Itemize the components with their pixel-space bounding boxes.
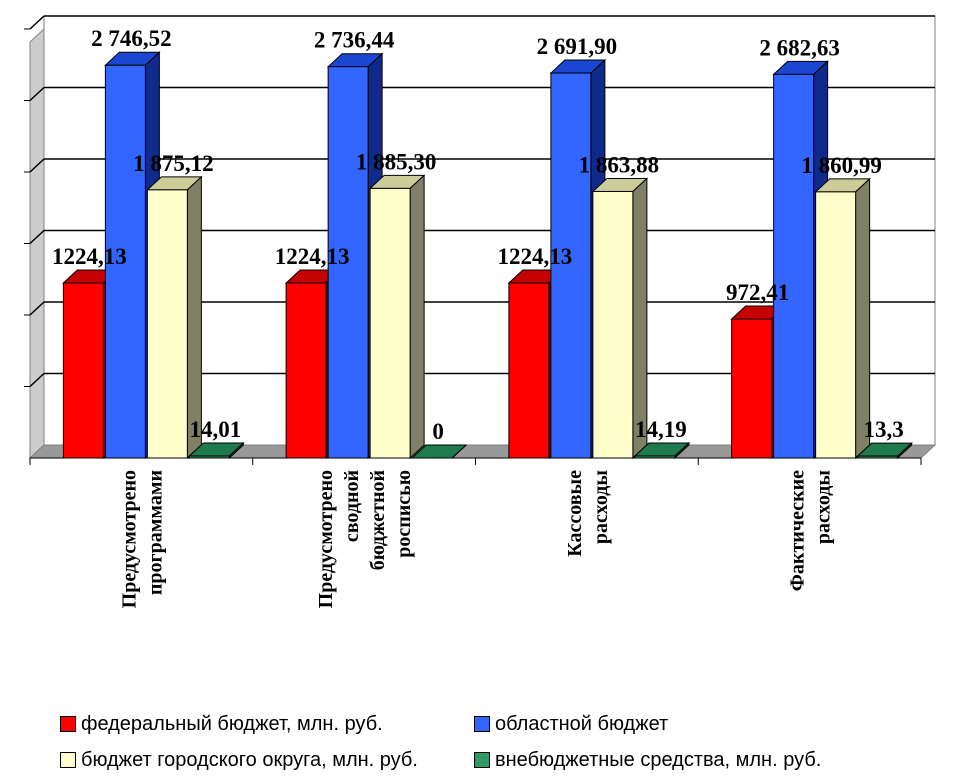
data-label-offbudget: 14,01 — [190, 417, 242, 442]
data-label-regional: 2 682,63 — [759, 35, 840, 60]
category-label-line: сводной — [341, 470, 363, 542]
legend-row: бюджет городского округа, млн. руб. внеб… — [60, 742, 960, 778]
data-label-federal: 972,41 — [726, 280, 789, 305]
bar-city — [815, 191, 857, 459]
legend-label-federal: федеральный бюджет, млн. руб. — [81, 712, 383, 735]
bar-federal — [508, 282, 550, 459]
data-label-regional: 2 746,52 — [91, 26, 172, 51]
category-label-line: бюджетной — [367, 470, 389, 570]
data-label-offbudget: 13,3 — [864, 417, 904, 442]
bar-offbudget — [634, 455, 676, 459]
legend-swatch-city — [60, 752, 76, 768]
bar-regional — [773, 73, 815, 459]
legend-item-offbudget: внебюджетные средства, млн. руб. — [474, 749, 821, 772]
bar-federal — [62, 282, 104, 459]
bar-federal — [731, 318, 773, 459]
bar-offbudget — [857, 455, 899, 459]
category-label-line: Кассовые — [564, 470, 586, 557]
bar-regional — [104, 64, 146, 459]
chart-bars — [62, 51, 913, 460]
category-label-line: расходы — [590, 470, 612, 545]
legend-item-federal: федеральный бюджет, млн. руб. — [60, 713, 474, 736]
category-label-line: Фактические — [787, 470, 809, 591]
bar-city — [592, 190, 634, 459]
gridline — [29, 15, 45, 30]
data-label-regional: 2 736,44 — [314, 28, 395, 53]
legend-swatch-federal — [60, 716, 76, 732]
chart-category-labels: Предусмотрено программами Предусмотрено сво… — [118, 470, 834, 609]
data-label-federal: 1224,13 — [498, 244, 573, 269]
data-label-city: 1 875,12 — [133, 151, 214, 176]
category-label-line: росписью — [393, 470, 415, 558]
bar-regional — [550, 72, 592, 459]
bar-side-offbudget — [451, 444, 467, 459]
gridline — [29, 301, 45, 316]
category-label: Предусмотрено программами — [118, 470, 166, 608]
gridline — [29, 158, 45, 173]
bar-side-city — [409, 174, 425, 460]
category-label: Фактические расходы — [787, 470, 835, 592]
data-label-offbudget: 0 — [432, 419, 444, 444]
category-label-line: Предусмотрено — [118, 470, 140, 608]
legend-swatch-regional — [474, 716, 490, 732]
legend-swatch-offbudget — [474, 752, 490, 768]
bar-side-city — [186, 175, 202, 460]
bar-city — [146, 189, 188, 459]
chart-legend: федеральный бюджет, млн. руб. областной … — [60, 706, 960, 778]
category-label: Предусмотрено сводной бюджетной росписью — [315, 470, 415, 608]
category-label: Кассовые расходы — [564, 470, 612, 557]
chart-data-labels: 1224,13 1224,13 1224,13 972,41 2 746,52 2 736… — [52, 26, 904, 444]
data-label-federal: 1224,13 — [275, 244, 350, 269]
category-label-line: программами — [144, 470, 166, 595]
category-label-line: Предусмотрено — [315, 470, 337, 608]
bar-city — [369, 187, 411, 459]
gridline — [29, 229, 45, 245]
bar-federal — [285, 282, 327, 459]
legend-row: федеральный бюджет, млн. руб. областной … — [60, 706, 960, 742]
bar-offbudget — [188, 455, 230, 459]
data-label-city: 1 885,30 — [356, 149, 437, 174]
data-label-federal: 1224,13 — [52, 244, 127, 269]
data-label-city: 1 863,88 — [579, 152, 660, 177]
bar-regional — [327, 66, 369, 459]
bar-chart: 1224,13 1224,13 1224,13 972,41 2 746,52 2 736… — [24, 15, 937, 609]
legend-label-offbudget: внебюджетные средства, млн. руб. — [495, 748, 822, 771]
data-label-city: 1 860,99 — [801, 153, 882, 178]
gridline — [29, 86, 45, 102]
gridline — [29, 372, 45, 388]
legend-label-regional: областной бюджет — [495, 712, 669, 735]
legend-label-city: бюджет городского округа, млн. руб. — [81, 748, 418, 771]
data-label-regional: 2 691,90 — [537, 34, 618, 59]
legend-item-regional: областной бюджет — [474, 713, 668, 736]
data-label-offbudget: 14,19 — [635, 417, 687, 442]
category-label-line: расходы — [813, 470, 835, 545]
legend-item-city: бюджет городского округа, млн. руб. — [60, 749, 474, 772]
